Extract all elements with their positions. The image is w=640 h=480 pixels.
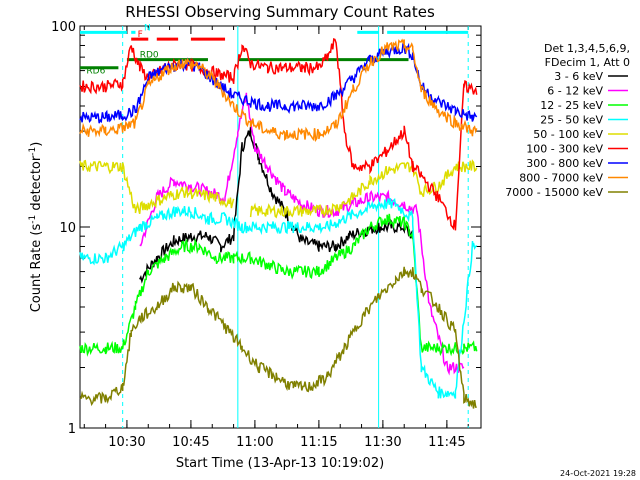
chart-title: RHESSI Observing Summary Count Rates [125, 3, 435, 21]
series-line [79, 38, 478, 143]
x-tick-label: 11:15 [300, 435, 337, 450]
y-axis-label: Count Rate (s-1 detector-1) [28, 142, 44, 313]
legend-header: Det 1,3,4,5,6,9, [544, 42, 630, 55]
series-line [79, 159, 478, 219]
flag-label: F [138, 30, 143, 40]
legend-label: 800 - 7000 keV [519, 172, 603, 185]
legend-label: 50 - 100 keV [533, 128, 603, 141]
x-axis-label: Start Time (13-Apr-13 10:19:02) [176, 456, 384, 471]
x-tick-label: 11:30 [364, 435, 401, 450]
series-line [79, 198, 478, 399]
legend-header: FDecim 1, Att 0 [545, 56, 630, 69]
legend-label: 25 - 50 keV [540, 114, 603, 127]
series-line [79, 37, 478, 231]
series-line [79, 266, 477, 409]
x-tick-label: 10:30 [108, 435, 145, 450]
ylabel-close: ) [29, 142, 44, 147]
legend-label: 12 - 25 keV [540, 99, 603, 112]
y-tick-label: 10 [59, 221, 76, 236]
y-axis: 1 10 100 [51, 20, 481, 437]
legend-label: 300 - 800 keV [526, 157, 603, 170]
legend-label: 100 - 300 keV [526, 143, 603, 156]
flag-label: RD6 [86, 67, 105, 77]
y-tick-label: 1 [68, 422, 76, 437]
x-tick-label: 11:45 [428, 435, 465, 450]
series-line [79, 42, 478, 124]
flag-label: N [144, 23, 151, 33]
ylabel-sup: -1 [28, 215, 38, 224]
x-tick-label: 11:00 [236, 435, 273, 450]
footer-timestamp: 24-Oct-2021 19:28 [560, 469, 636, 478]
legend-label: 7000 - 15000 keV [505, 186, 603, 199]
series-line [79, 213, 478, 357]
x-tick-label: 10:45 [172, 435, 209, 450]
legend: Det 1,3,4,5,6,9,FDecim 1, Att 03 - 6 keV… [505, 42, 630, 199]
series-line [139, 92, 465, 376]
svg-text:Count Rate (s-1 detector-1): Count Rate (s-1 detector-1) [28, 142, 44, 313]
x-axis: 10:30 10:45 11:00 11:15 11:30 11:45 [83, 26, 469, 450]
ylabel-sup2: -1 [28, 147, 38, 156]
series-group [79, 37, 478, 409]
legend-label: 3 - 6 keV [554, 70, 603, 83]
series-line [139, 127, 414, 284]
y-tick-label: 100 [51, 20, 76, 35]
ylabel-main: Count Rate (s [29, 224, 44, 313]
flag-label: RD0 [140, 51, 159, 61]
legend-label: 6 - 12 keV [547, 85, 603, 98]
status-flags: NF RD0 RD6 [80, 23, 469, 77]
ylabel-tail: detector [29, 155, 44, 215]
